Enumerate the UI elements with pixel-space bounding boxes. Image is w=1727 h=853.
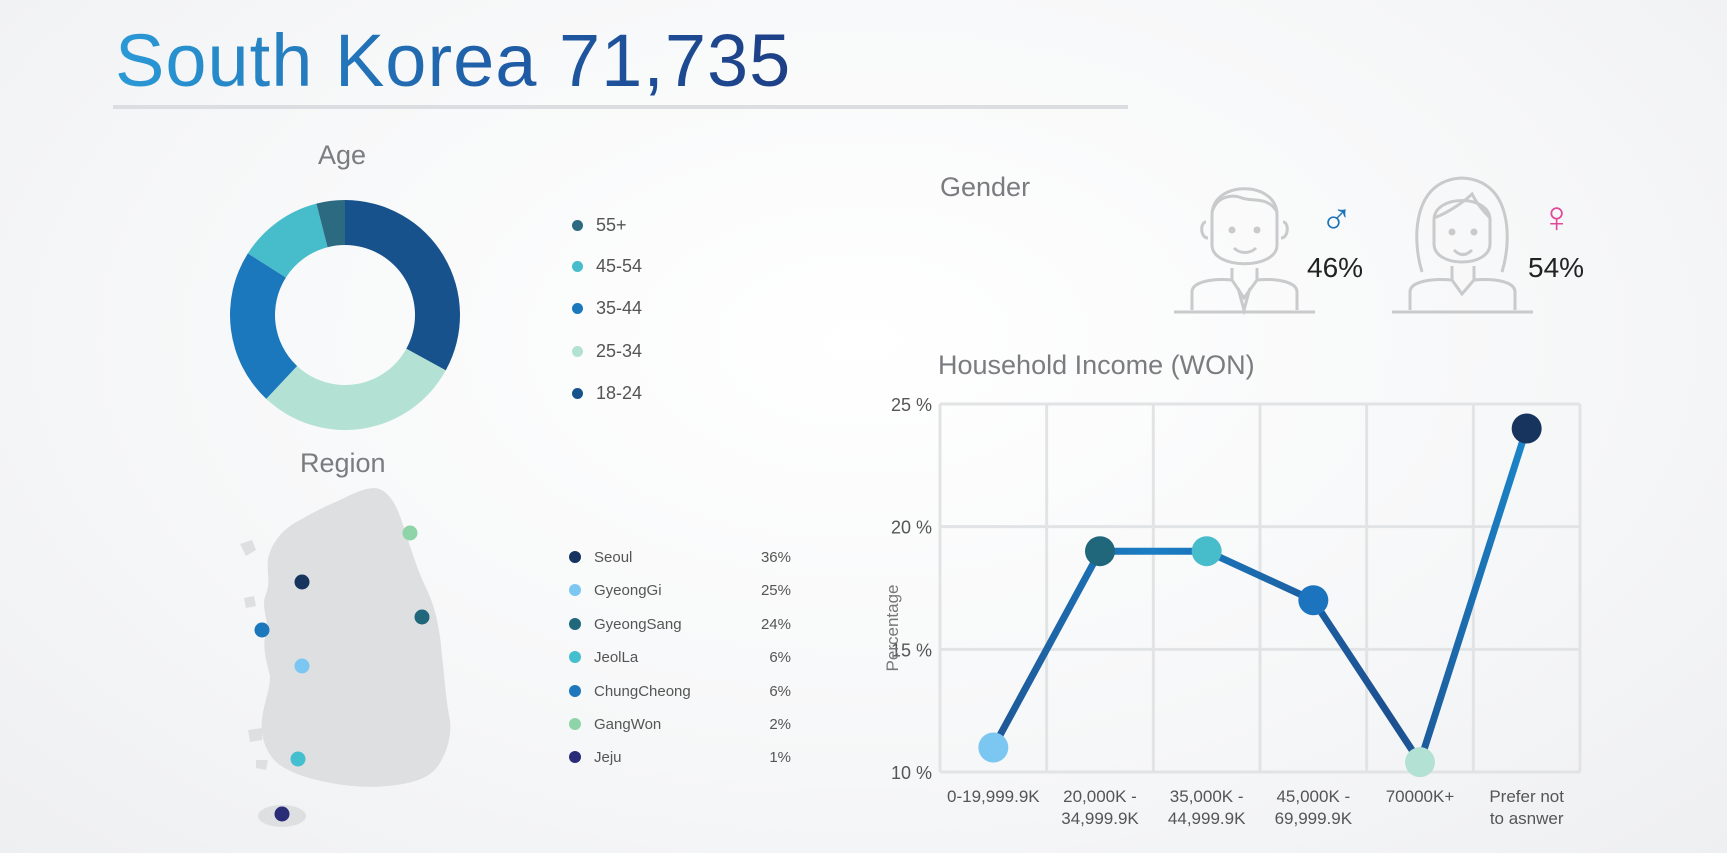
region-percent: 36% <box>760 548 791 566</box>
legend-dot <box>569 618 581 630</box>
region-name: Jeju <box>594 748 622 766</box>
male-percent: 46% <box>1307 252 1364 283</box>
age-legend-label: 25-34 <box>596 341 643 361</box>
male-symbol-icon: ♂ <box>1320 195 1353 244</box>
region-dot-jeju <box>274 806 290 822</box>
donut-slice-35-44 <box>230 253 298 399</box>
region-name: ChungCheong <box>594 682 691 700</box>
x-tick-label: 45,000K -69,999.9K <box>1275 787 1353 828</box>
y-axis-label: Percentage <box>883 585 902 672</box>
region-percent: 25% <box>760 581 791 599</box>
legend-dot <box>569 685 581 697</box>
gender-section-title: Gender <box>940 172 1031 202</box>
y-tick-label: 20 % <box>891 518 932 538</box>
region-percent: 24% <box>760 615 791 633</box>
age-donut-chart <box>230 200 460 430</box>
income-series-line <box>990 427 1531 766</box>
region-percent: 1% <box>769 748 791 766</box>
region-name: GangWon <box>594 715 662 733</box>
legend-dot <box>569 584 581 596</box>
region-row: ChungCheong 6% <box>569 681 791 701</box>
region-percent: 6% <box>769 648 791 666</box>
age-legend-item: 18-24 <box>572 383 642 404</box>
legend-dot <box>572 261 583 272</box>
region-row: JeolLa 6% <box>569 647 791 667</box>
data-point <box>1405 747 1435 778</box>
region-name: JeolLa <box>594 648 639 666</box>
region-dot-seoul <box>294 574 310 590</box>
age-legend-label: 45-54 <box>596 256 643 276</box>
age-legend-item: 55+ <box>572 215 627 236</box>
data-point <box>1298 585 1329 616</box>
legend-dot <box>569 751 581 763</box>
x-tick-label: Prefer not to asnwer <box>1489 787 1564 828</box>
female-symbol-icon: ♀ <box>1540 193 1573 242</box>
legend-dot <box>572 220 583 231</box>
region-percent: 2% <box>769 715 791 733</box>
income-chart-title: Household Income (WON) <box>938 350 1255 380</box>
x-tick-label: 70000K+ <box>1386 787 1455 806</box>
age-legend-item: 35-44 <box>572 298 642 319</box>
data-point <box>1191 536 1222 567</box>
region-row: GyeongSang 24% <box>569 614 791 634</box>
region-row: GangWon 2% <box>569 714 791 734</box>
donut-slice-25-34 <box>266 348 446 430</box>
region-name: Seoul <box>594 548 633 566</box>
female-avatar-icon <box>1392 176 1533 314</box>
age-section-title: Age <box>318 140 367 170</box>
region-dot-gyeonggi <box>294 658 310 674</box>
age-legend-label: 35-44 <box>596 298 643 318</box>
income-line-chart: 10 % 15 % 20 % 25 % Percentage 0-19,999.9K 20,… <box>883 395 1582 828</box>
title-divider <box>113 105 1128 109</box>
legend-dot <box>572 388 583 399</box>
age-legend-label: 55+ <box>596 215 627 235</box>
korea-mainland-shape <box>261 488 451 787</box>
male-avatar-icon <box>1174 187 1315 316</box>
female-percent: 54% <box>1528 252 1585 283</box>
region-percent: 6% <box>769 682 791 700</box>
age-legend-item: 45-54 <box>572 256 642 277</box>
legend-dot <box>572 346 583 357</box>
page-title: South Korea 71,735 <box>115 19 792 102</box>
data-point <box>978 732 1009 763</box>
region-dot-gyeongsang <box>414 609 430 625</box>
donut-slice-45-54 <box>247 203 328 278</box>
korea-map <box>240 488 451 827</box>
x-tick-label: 0-19,999.9K <box>947 787 1040 806</box>
donut-slice-18-24 <box>345 200 460 371</box>
region-row: Jeju 1% <box>569 747 791 767</box>
age-legend-label: 18-24 <box>596 383 643 403</box>
legend-dot <box>572 303 583 314</box>
region-dot-jeolla <box>290 751 306 767</box>
region-dot-gangwon <box>402 525 418 541</box>
region-dot-chungcheong <box>254 622 270 638</box>
donut-slice-55+ <box>316 200 345 248</box>
region-name: GyeongGi <box>594 581 662 599</box>
legend-dot <box>569 651 581 663</box>
data-point <box>1511 413 1542 444</box>
y-tick-label: 15 % <box>891 640 932 660</box>
legend-dot <box>569 718 581 730</box>
region-name: GyeongSang <box>594 615 682 633</box>
y-tick-label: 10 % <box>891 763 932 783</box>
legend-dot <box>569 551 581 563</box>
age-legend-item: 25-34 <box>572 341 642 362</box>
y-tick-label: 25 % <box>891 395 932 415</box>
region-row: GyeongGi 25% <box>569 580 791 600</box>
region-row: Seoul 36% <box>569 547 791 567</box>
korea-west-islands <box>240 540 268 770</box>
region-section-title: Region <box>300 448 386 478</box>
x-tick-label: 20,000K -34,999.9K <box>1061 787 1139 828</box>
x-tick-label: 35,000K -44,999.9K <box>1168 787 1246 828</box>
data-point <box>1085 536 1115 567</box>
